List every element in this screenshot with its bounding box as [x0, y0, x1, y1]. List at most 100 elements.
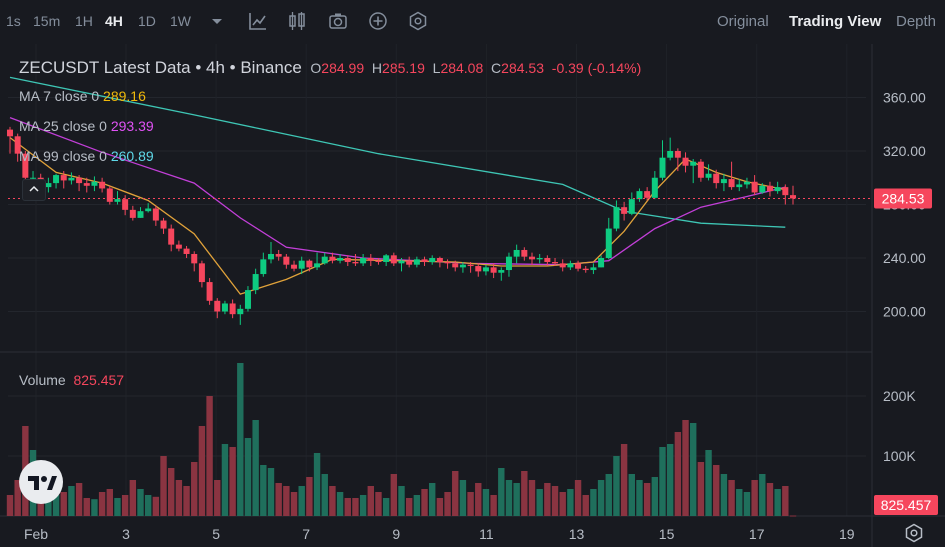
candle	[628, 192, 635, 216]
ma99-legend[interactable]: MA 99 close 0 260.89	[19, 148, 154, 164]
volume-bar	[206, 396, 213, 516]
candle-body	[191, 253, 198, 264]
view-depth[interactable]: Depth	[896, 13, 937, 30]
volume-bar	[728, 480, 735, 516]
low-label: L	[432, 60, 441, 76]
volume-bar	[244, 438, 252, 516]
tradingview-logo-icon	[28, 476, 57, 490]
candle	[582, 266, 589, 273]
close-label: C	[491, 60, 502, 76]
ma99-value: 260.89	[110, 148, 154, 164]
camera-icon[interactable]	[327, 10, 349, 32]
candle-body	[559, 263, 566, 268]
candle	[475, 263, 482, 277]
time-tick-label: 5	[212, 526, 220, 542]
candle-body	[613, 207, 620, 229]
candle	[505, 252, 512, 277]
candle-body	[736, 184, 743, 188]
candle-body	[214, 300, 221, 312]
volume-bar	[690, 423, 697, 516]
volume-tick-label: 200K	[883, 388, 916, 404]
gear-icon[interactable]	[903, 522, 925, 544]
candle	[559, 259, 566, 272]
candle	[367, 253, 374, 267]
candle	[736, 179, 743, 192]
volume-bar	[590, 489, 597, 516]
chart-legend-header: ZECUSDT Latest Data • 4h • Binance O284.…	[19, 58, 641, 78]
volume-bar	[413, 495, 421, 516]
volume-bar	[237, 363, 244, 516]
candle-body	[552, 262, 559, 264]
chevron-down-icon[interactable]	[206, 10, 228, 32]
candle	[613, 200, 620, 232]
candle	[152, 205, 159, 226]
candle-body	[160, 220, 167, 229]
candle-body	[575, 263, 582, 269]
candle-body	[774, 187, 781, 192]
volume-bar	[75, 483, 83, 516]
volume-bar	[313, 453, 321, 516]
volume-bar	[160, 456, 167, 516]
volume-bar	[713, 465, 720, 516]
indicators-icon[interactable]	[286, 10, 308, 32]
volume-bar	[183, 486, 190, 516]
timeframe-1w[interactable]: 1W	[170, 13, 191, 29]
volume-bar	[14, 480, 21, 516]
volume-bar	[459, 480, 467, 516]
timeframe-1h[interactable]: 1H	[75, 13, 93, 29]
timeframe-15m[interactable]: 15m	[33, 13, 61, 29]
time-tick-label: 19	[839, 526, 855, 542]
ma7-legend[interactable]: MA 7 close 0 289.16	[19, 88, 146, 104]
candle-body	[137, 211, 144, 218]
volume-bar	[367, 486, 374, 516]
volume-bar	[252, 420, 259, 516]
settings-hex-icon[interactable]	[407, 10, 429, 32]
view-original[interactable]: Original	[717, 13, 769, 30]
volume-bar	[674, 432, 682, 516]
time-tick-label: 3	[122, 526, 130, 542]
candle-body	[237, 308, 244, 315]
tradingview-logo	[19, 460, 63, 504]
candle	[513, 244, 520, 264]
add-icon[interactable]	[367, 10, 389, 32]
candle-body	[83, 183, 90, 186]
candle	[291, 260, 298, 272]
candle	[137, 207, 144, 218]
ma25-legend[interactable]: MA 25 close 0 293.39	[19, 118, 154, 134]
view-trading-view[interactable]: Trading View	[789, 13, 882, 30]
candle-body	[375, 260, 382, 263]
candle	[536, 253, 543, 264]
candle-body	[743, 181, 750, 185]
volume-bar	[490, 495, 497, 516]
collapse-legend-button[interactable]	[22, 179, 46, 201]
candle	[651, 171, 658, 200]
candle	[705, 164, 712, 181]
candle-body	[751, 181, 758, 193]
chart-type-icon[interactable]	[247, 10, 269, 32]
volume-bar	[329, 486, 336, 516]
timeframe-1s[interactable]: 1s	[6, 13, 21, 29]
candle	[314, 252, 321, 271]
candle	[68, 172, 75, 185]
candle	[106, 185, 113, 205]
open-label: O	[310, 60, 322, 76]
volume-bar	[221, 444, 229, 516]
candle	[690, 159, 697, 184]
candle	[60, 171, 67, 189]
volume-bar	[267, 468, 275, 516]
candle	[76, 175, 83, 192]
candle	[275, 249, 282, 261]
candle	[91, 176, 98, 192]
candle	[751, 175, 758, 196]
candle	[344, 255, 351, 267]
timeframe-1d[interactable]: 1D	[138, 13, 156, 29]
candle-body	[244, 290, 251, 309]
volume-bar	[528, 480, 536, 516]
volume-bar	[83, 498, 90, 516]
timeframe-4h[interactable]: 4H	[105, 13, 123, 29]
candle	[398, 258, 405, 272]
candle-body	[536, 258, 543, 260]
volume-bar	[137, 489, 144, 516]
candle-body	[482, 267, 489, 272]
